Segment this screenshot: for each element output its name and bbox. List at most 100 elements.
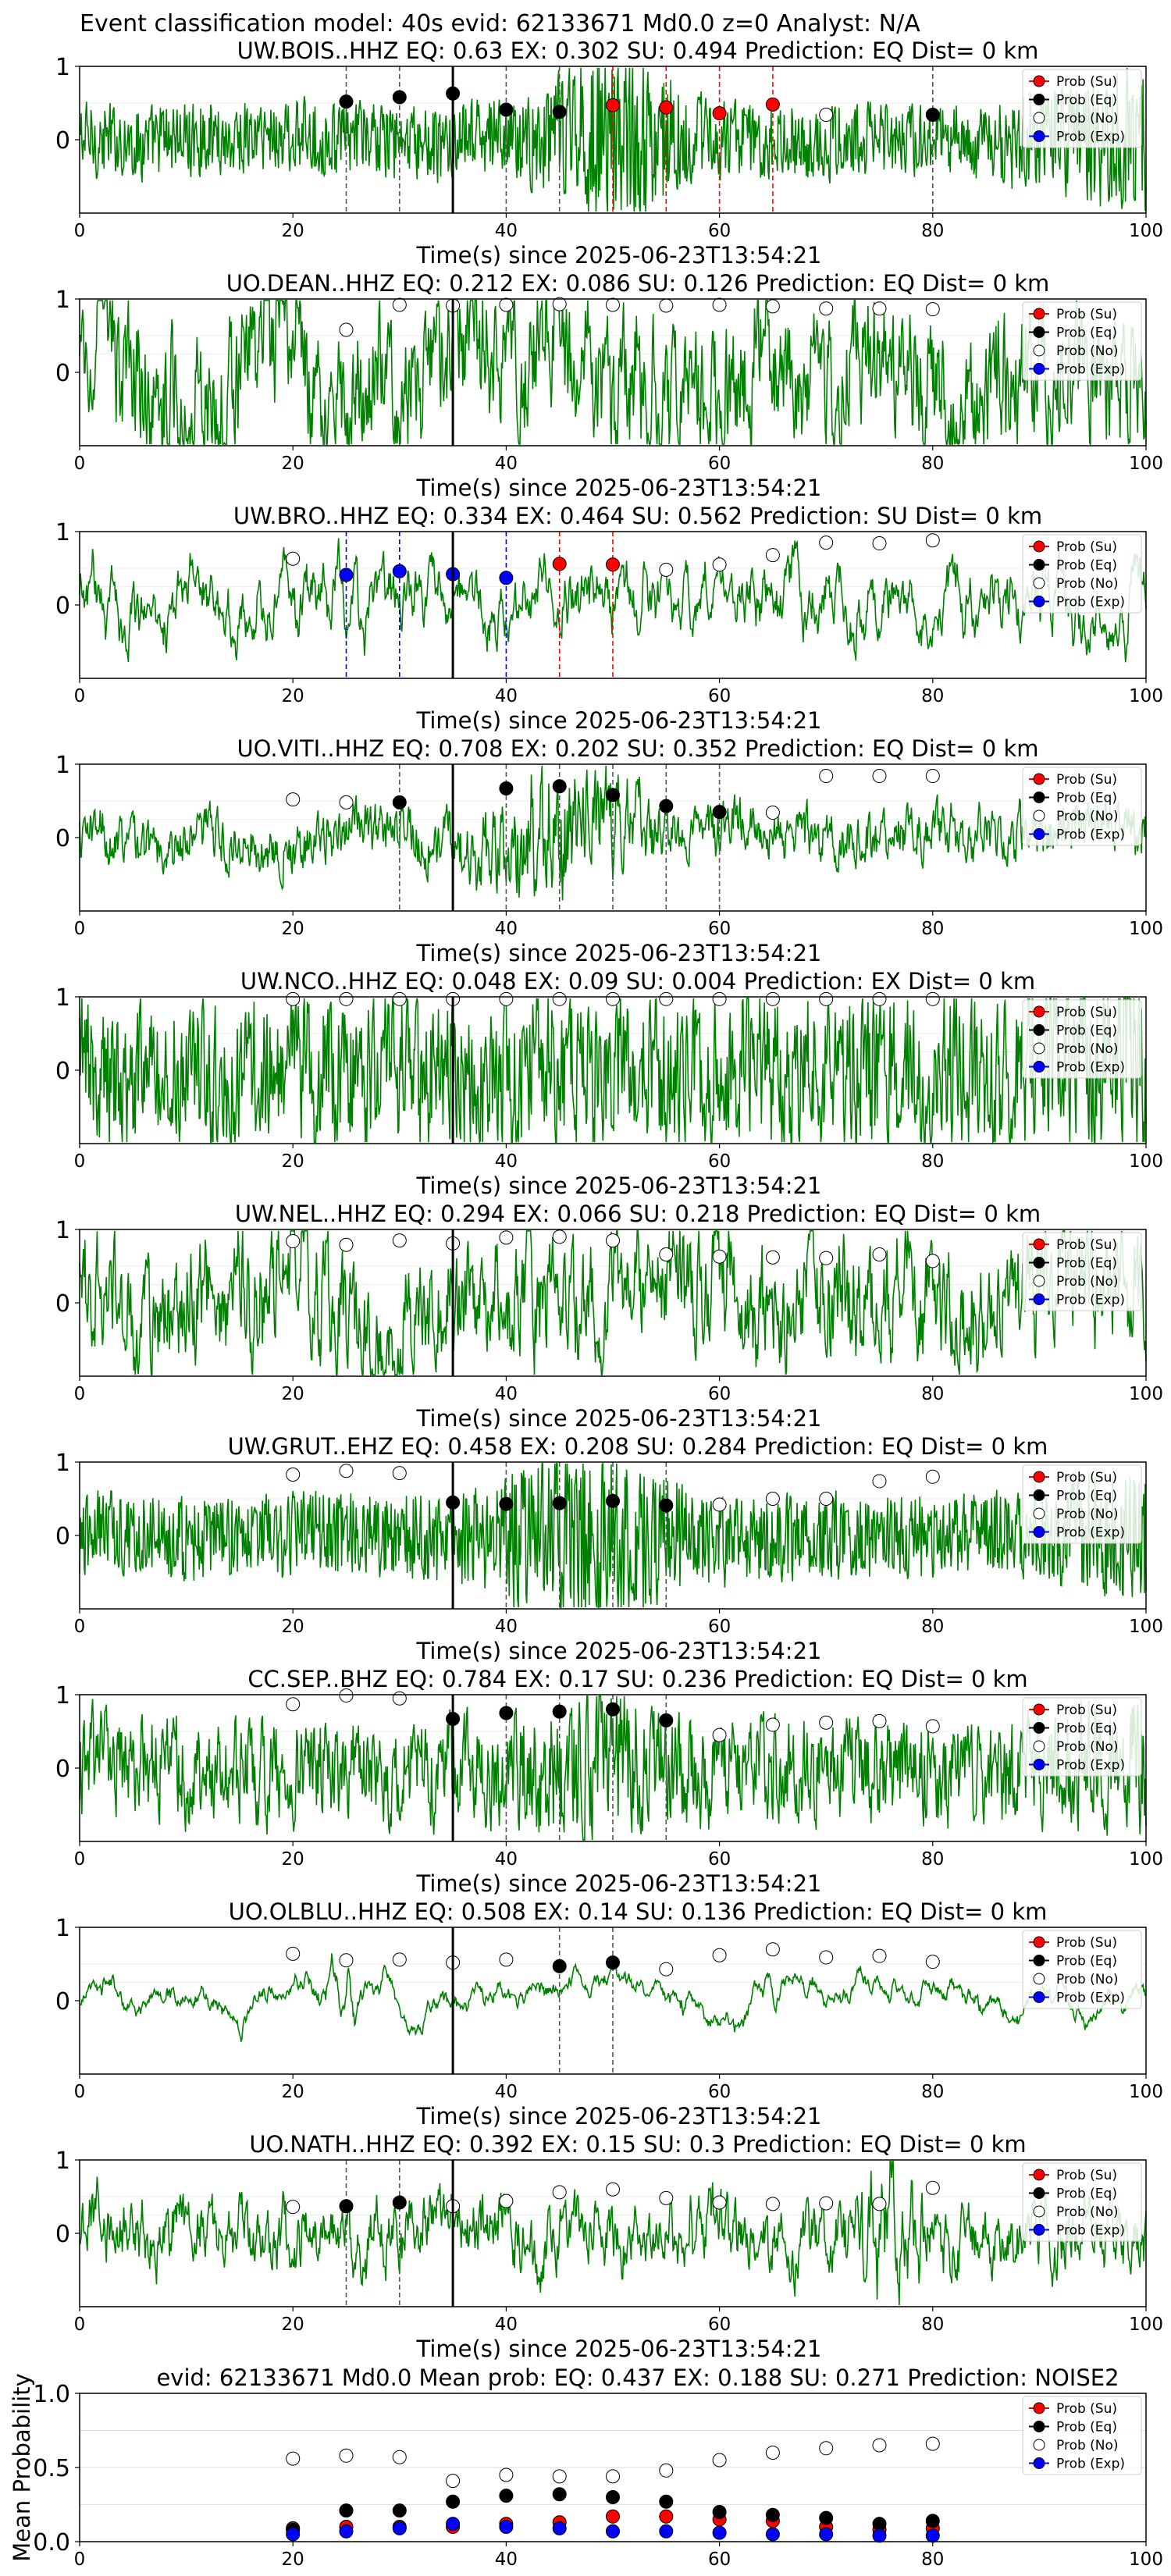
- y-tick-label: 1: [55, 1450, 70, 1477]
- x-tick-label: 40: [495, 221, 518, 241]
- legend-marker-prob-exp: [1033, 2457, 1045, 2469]
- legend-marker-prob-su: [1033, 75, 1045, 87]
- legend-marker-prob-eq: [1033, 792, 1045, 803]
- prob-no-marker: [712, 1497, 727, 1512]
- legend-box: [1022, 2396, 1142, 2475]
- prob-no-marker: [819, 1715, 834, 1730]
- legend-marker-prob-exp: [1033, 363, 1045, 375]
- prob-exp-marker: [392, 564, 407, 578]
- legend-label-prob-su: Prob (Su): [1056, 539, 1117, 555]
- prob-su-marker: [606, 2509, 620, 2524]
- prob-eq-marker: [392, 795, 407, 809]
- prob-eq-marker: [659, 2494, 674, 2509]
- prob-exp-marker: [446, 2517, 461, 2532]
- panel-title: UO.DEAN..HHZ EQ: 0.212 EX: 0.086 SU: 0.1…: [226, 270, 1050, 297]
- prob-no-marker: [765, 991, 780, 1006]
- y-tick-label: 1: [55, 1915, 70, 1942]
- legend-marker-prob-no: [1033, 1275, 1045, 1287]
- prob-eq-marker: [659, 1713, 674, 1727]
- prob-eq-marker: [339, 2199, 354, 2214]
- x-tick-label: 60: [708, 1151, 731, 1172]
- prob-eq-marker: [606, 1955, 620, 1970]
- y-tick-label: 1.0: [33, 2381, 70, 2408]
- y-tick-label: 1: [55, 984, 70, 1012]
- prob-eq-marker: [392, 90, 407, 105]
- legend-label-prob-eq: Prob (Eq): [1056, 558, 1117, 574]
- prob-no-marker: [286, 1467, 301, 1482]
- panel-title: CC.SEP..BHZ EQ: 0.784 EX: 0.17 SU: 0.236…: [247, 1666, 1027, 1692]
- x-tick-label: 0: [74, 221, 86, 241]
- prob-no-marker: [392, 2450, 407, 2464]
- y-tick-label: 0: [55, 1523, 70, 1550]
- prob-eq-marker: [392, 2503, 407, 2518]
- prob-exp-marker: [606, 2524, 620, 2539]
- prob-no-marker: [499, 991, 514, 1006]
- prob-no-marker: [659, 2190, 674, 2205]
- legend-label-prob-no: Prob (No): [1056, 1041, 1119, 1057]
- x-tick-label: 80: [921, 919, 944, 939]
- prob-no-marker: [552, 991, 567, 1006]
- panel-uw-bro-hhz: UW.BRO..HHZ EQ: 0.334 EX: 0.464 SU: 0.56…: [55, 503, 1163, 734]
- legend-marker-prob-su: [1033, 308, 1045, 320]
- prob-no-marker: [819, 1492, 834, 1506]
- prob-no-marker: [819, 535, 834, 550]
- prob-no-marker: [765, 1942, 780, 1957]
- prob-no-marker: [339, 1953, 354, 1968]
- panel-title: UO.NATH..HHZ EQ: 0.392 EX: 0.15 SU: 0.3 …: [249, 2131, 1026, 2158]
- x-tick-label: 20: [282, 1617, 304, 1637]
- y-tick-label: 0: [55, 360, 70, 387]
- x-tick-label: 0: [74, 2314, 86, 2335]
- legend-marker-prob-eq: [1033, 559, 1045, 571]
- panel-title: evid: 62133671 Md0.0 Mean prob: EQ: 0.43…: [156, 2364, 1119, 2391]
- panel-uo-olblu-hhz: UO.OLBLU..HHZ EQ: 0.508 EX: 0.14 SU: 0.1…: [55, 1898, 1163, 2129]
- prob-eq-marker: [925, 108, 940, 123]
- prob-no-marker: [925, 1719, 940, 1734]
- prob-no-marker: [286, 991, 301, 1006]
- seismic-trace: [79, 765, 1147, 901]
- prob-no-marker: [659, 991, 674, 1006]
- y-tick-label: 1: [55, 752, 70, 779]
- prob-eq-marker: [499, 1496, 514, 1511]
- legend-box: [1022, 1930, 1142, 2009]
- prob-su-marker: [765, 97, 780, 112]
- prob-eq-marker: [606, 1702, 620, 1717]
- prob-exp-marker: [925, 2528, 940, 2543]
- legend-marker-prob-exp: [1033, 1061, 1045, 1073]
- prob-eq-marker: [499, 102, 514, 117]
- x-tick-label: 60: [708, 2082, 731, 2102]
- legend-label-prob-eq: Prob (Eq): [1056, 2186, 1117, 2202]
- y-tick-label: 0: [55, 2221, 70, 2248]
- legend-label-prob-no: Prob (No): [1056, 576, 1119, 592]
- legend-marker-prob-su: [1033, 773, 1045, 785]
- legend-marker-prob-no: [1033, 1042, 1045, 1055]
- x-tick-label: 80: [921, 1617, 944, 1637]
- prob-no-marker: [925, 1469, 940, 1484]
- legend-marker-prob-exp: [1033, 1526, 1045, 1538]
- x-axis-label: Time(s) since 2025-06-23T13:54:21: [416, 2336, 822, 2362]
- legend-label-prob-eq: Prob (Eq): [1056, 791, 1117, 806]
- x-tick-label: 40: [495, 1617, 518, 1637]
- y-tick-label: 1: [55, 1682, 70, 1710]
- legend-marker-prob-eq: [1033, 1024, 1045, 1036]
- legend-marker-prob-su: [1033, 2402, 1045, 2414]
- prob-no-marker: [819, 769, 834, 784]
- y-tick-label: 0: [55, 1290, 70, 1318]
- prob-no-marker: [446, 2474, 461, 2489]
- prob-eq-marker: [499, 1706, 514, 1720]
- prob-no-marker: [392, 1233, 407, 1248]
- legend-label-prob-su: Prob (Su): [1056, 1237, 1117, 1253]
- legend-marker-prob-eq: [1033, 1489, 1045, 1501]
- x-tick-label: 60: [708, 2314, 731, 2335]
- prob-exp-marker: [339, 568, 354, 582]
- panels-group: UW.BOIS..HHZ EQ: 0.63 EX: 0.302 SU: 0.49…: [9, 37, 1163, 2570]
- prob-exp-marker: [339, 2524, 354, 2539]
- y-tick-label: 0: [55, 1988, 70, 2016]
- panel-mean: evid: 62133671 Md0.0 Mean prob: EQ: 0.43…: [9, 2364, 1163, 2570]
- legend-marker-prob-su: [1033, 1936, 1045, 1948]
- prob-no-marker: [872, 1948, 887, 1963]
- panel-title: UO.OLBLU..HHZ EQ: 0.508 EX: 0.14 SU: 0.1…: [229, 1898, 1048, 1925]
- prob-eq-marker: [872, 2517, 887, 2532]
- legend-marker-prob-exp: [1033, 1991, 1045, 2003]
- x-tick-label: 40: [495, 2314, 518, 2335]
